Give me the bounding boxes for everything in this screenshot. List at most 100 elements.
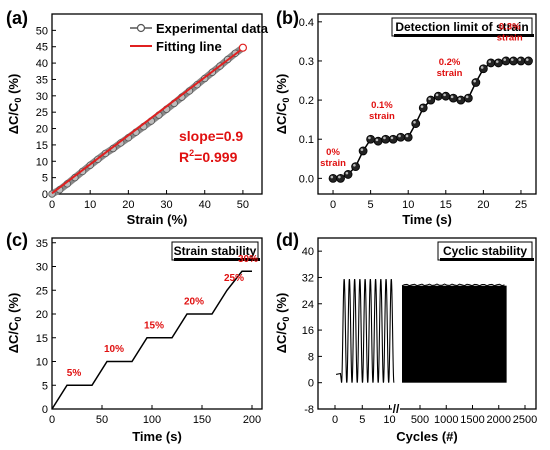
strain-detection-point — [351, 162, 360, 172]
strain-detection-point — [448, 93, 458, 103]
x-tick-label: 2500 — [513, 414, 537, 426]
strain-annotation: 0.3% — [499, 22, 521, 33]
strain-detection-point-highlight — [428, 97, 431, 101]
strain-detection-point-highlight — [345, 171, 349, 175]
panel-a-r2-annotation: R2=0.999 — [179, 148, 238, 165]
strain-detection-point-highlight — [525, 58, 529, 61]
x-tick-label: 1000 — [434, 414, 458, 426]
panel-d-label: (d) — [276, 230, 299, 250]
y-tick-label: 50 — [36, 25, 48, 37]
y-tick-label: 25 — [36, 107, 48, 119]
strain-detection-point — [396, 132, 406, 142]
y-tick-label: 35 — [36, 74, 48, 86]
x-tick-label: 1500 — [460, 414, 484, 426]
panel-b-ylabel: ΔC/C0 (%) — [274, 74, 291, 135]
strain-detection-point-highlight — [420, 105, 424, 108]
x-tick-label: 500 — [411, 414, 429, 426]
experimental-data-endpoint — [238, 43, 248, 52]
x-tick-label: 0 — [49, 414, 55, 426]
strain-detection-point — [403, 132, 413, 142]
strain-detection-point-highlight — [473, 79, 476, 83]
y-tick-label: 0.2 — [299, 95, 314, 107]
y-tick-label: 0.1 — [299, 134, 314, 146]
strain-detection-point-highlight — [458, 97, 461, 101]
strain-annotation: 0.1% — [371, 100, 393, 111]
panel-a-axes: 0 10 20 30 40 50 0 5 10 15 20 25 30 35 40 45 50 — [36, 25, 249, 211]
strain-stability-line — [51, 270, 252, 410]
panel-c-plot-frame — [51, 237, 263, 410]
x-tick-label: 10 — [402, 199, 414, 211]
x-tick-label: 0 — [330, 199, 336, 211]
panel-a-ylabel: ΔC/C0 (%) — [6, 74, 23, 135]
y-tick-label: 10 — [36, 156, 48, 168]
x-tick-label: 200 — [243, 414, 261, 426]
y-tick-label: 30 — [36, 262, 48, 274]
strain-step-annotation: 10% — [104, 344, 124, 355]
strain-detection-point — [328, 173, 338, 183]
strain-detection-point — [516, 56, 526, 66]
y-tick-label: 8 — [308, 351, 314, 363]
panel-b: (b) 0 5 10 15 20 25 0.0 0.1 0.2 0.3 0.4 Detection … — [274, 8, 537, 227]
x-tick-label: 5 — [359, 414, 365, 426]
strain-detection-point-highlight — [353, 164, 356, 167]
strain-detection-point — [456, 95, 466, 105]
panel-d-plot-frame — [317, 237, 537, 410]
y-tick-label: 20 — [36, 309, 48, 321]
x-tick-label: 20 — [477, 199, 489, 211]
strain-detection-point-highlight — [443, 93, 446, 97]
strain-detection-point — [343, 170, 353, 179]
panel-d: (d) -8 0 8 16 24 32 40 0 5 10 500 1000 1500 2000 2500 /… — [274, 230, 537, 444]
x-tick-label: 10 — [383, 414, 395, 426]
strain-step-annotation: 5% — [67, 368, 82, 379]
panel-b-title-box-shadow — [394, 34, 534, 37]
y-tick-label: -8 — [304, 404, 314, 416]
strain-detection-point-highlight — [503, 58, 507, 61]
strain-annotation: strain — [497, 33, 523, 44]
strain-detection-point — [524, 56, 533, 66]
panel-a-label: (a) — [6, 8, 28, 28]
strain-detection-point-highlight — [495, 60, 499, 63]
panel-c-axes: 0 50 100 150 200 0 5 10 15 20 25 30 35 — [36, 238, 261, 426]
x-tick-label: 0 — [332, 414, 338, 426]
panel-c-label: (c) — [6, 230, 28, 250]
strain-detection-point-highlight — [398, 134, 401, 138]
strain-detection-point-highlight — [518, 58, 522, 61]
x-tick-label: 0 — [49, 199, 55, 211]
y-tick-label: 45 — [36, 42, 48, 54]
strain-detection-point — [471, 78, 481, 87]
strain-step-annotation: 20% — [184, 297, 204, 308]
strain-annotation: strain — [320, 158, 346, 169]
strain-detection-point-highlight — [405, 134, 409, 138]
y-tick-label: 0.0 — [299, 173, 314, 185]
strain-detection-point — [336, 173, 345, 183]
strain-detection-point — [388, 134, 398, 144]
strain-detection-point — [426, 95, 436, 105]
panel-d-title-box-shadow — [440, 258, 534, 261]
x-tick-label: 100 — [143, 414, 161, 426]
strain-detection-point — [441, 91, 451, 101]
cyclic-long-term-band-top — [401, 283, 505, 287]
strain-detection-point — [478, 64, 488, 74]
y-tick-label: 5 — [42, 380, 48, 392]
strain-annotation: 0.2% — [439, 57, 461, 68]
x-tick-label: 50 — [237, 199, 249, 211]
strain-detection-line — [333, 60, 529, 180]
strain-detection-point — [418, 103, 428, 113]
strain-step-annotation: 30% — [238, 254, 258, 265]
strain-annotation: strain — [437, 68, 463, 79]
strain-annotation: 0% — [326, 147, 340, 158]
fitting-line — [51, 47, 244, 195]
strain-detection-point — [494, 58, 503, 68]
panel-d-ylabel: ΔC/C0 (%) — [274, 293, 291, 354]
strain-detection-point-highlight — [413, 120, 416, 124]
y-tick-label: 16 — [302, 325, 314, 337]
strain-step-annotation: 25% — [224, 273, 244, 284]
panel-a-slope-annotation: slope=0.9 — [179, 128, 243, 144]
x-tick-label: 20 — [122, 199, 134, 211]
y-tick-label: 15 — [36, 140, 48, 152]
x-tick-label: 10 — [84, 199, 96, 211]
y-tick-label: 0.4 — [299, 17, 314, 29]
strain-detection-point-highlight — [360, 148, 364, 151]
